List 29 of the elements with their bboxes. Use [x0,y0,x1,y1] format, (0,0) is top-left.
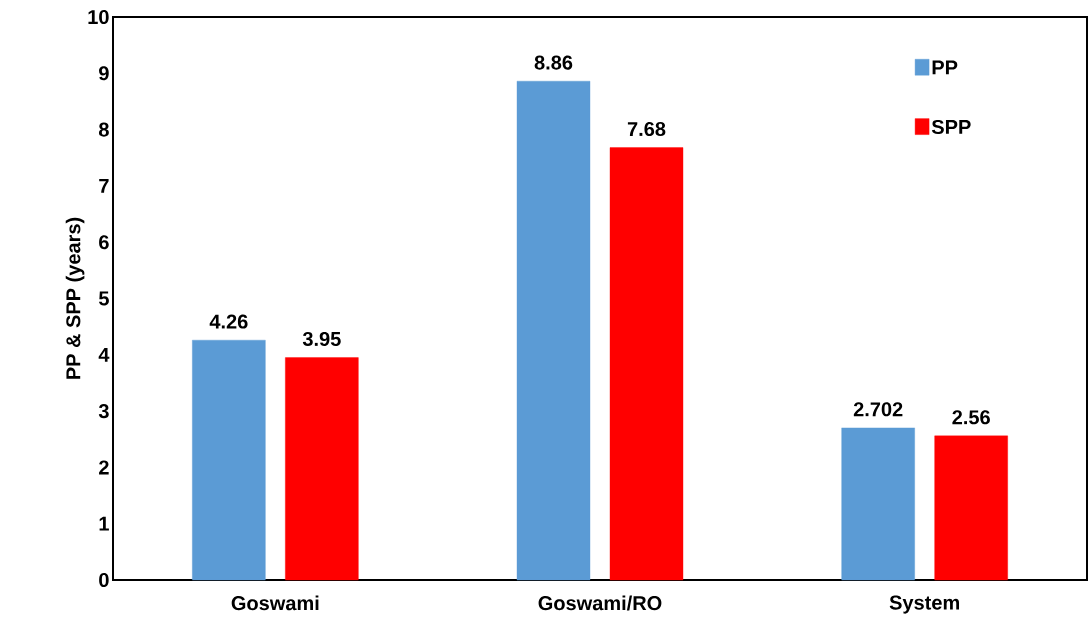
x-tick-label: Goswami [231,595,319,611]
data-label: 2.702 [853,402,903,417]
bar [841,427,915,581]
y-tick-label: 0 [99,572,109,588]
y-tick-label: 2 [99,460,109,475]
bar [516,80,591,581]
bar [285,357,359,581]
bar [609,147,684,581]
data-label: 4.26 [209,314,248,329]
bar [934,435,1008,581]
y-tick-label: 5 [98,291,109,306]
legend-label: PP [932,60,958,75]
data-label: 2.56 [952,410,990,425]
y-tick-label: 7 [99,179,109,193]
y-tick-label: 10 [88,9,109,25]
y-tick-label: 4 [98,347,110,362]
bar [192,339,266,581]
x-tick-label: Goswami/RO [538,595,662,611]
y-tick-label: 9 [99,66,109,81]
y-tick-label: 6 [99,235,109,250]
legend-label: SPP [931,119,971,135]
y-tick-label: 3 [98,404,109,419]
y-axis-title: PP & SPP (years) [65,217,85,379]
x-tick-label: System [889,595,959,614]
data-label: 8.86 [534,55,573,70]
y-tick-label: 8 [98,122,109,137]
y-tick-label: 1 [99,516,109,531]
data-label: 7.68 [627,121,666,137]
data-label: 3.95 [302,331,341,347]
